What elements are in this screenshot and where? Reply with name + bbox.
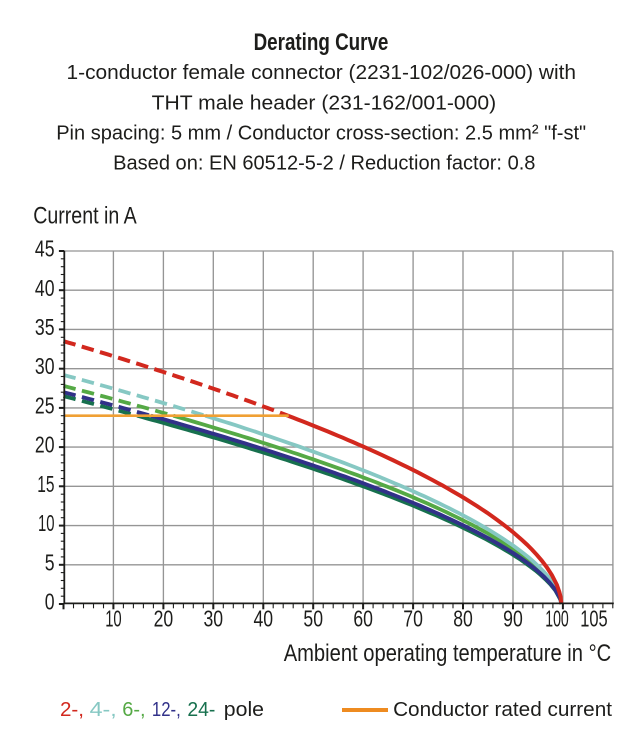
svg-text:70: 70 <box>403 605 423 631</box>
svg-text:4-,: 4-, <box>90 699 117 721</box>
svg-text:Pin spacing: 5 mm / Conductor: Pin spacing: 5 mm / Conductor cross-sect… <box>56 121 586 144</box>
svg-text:24-: 24- <box>187 699 215 721</box>
svg-text:80: 80 <box>453 605 473 631</box>
svg-text:0: 0 <box>45 589 55 615</box>
svg-text:Based on: EN 60512-5-2 / Reduc: Based on: EN 60512-5-2 / Reduction facto… <box>113 152 535 175</box>
svg-text:105: 105 <box>580 605 607 631</box>
svg-text:5: 5 <box>45 549 55 575</box>
svg-text:40: 40 <box>253 605 273 631</box>
svg-text:2-,: 2-, <box>60 699 84 721</box>
svg-text:60: 60 <box>353 605 373 631</box>
svg-text:30: 30 <box>204 605 224 631</box>
svg-text:40: 40 <box>35 275 55 301</box>
svg-text:30: 30 <box>35 353 55 379</box>
svg-text:45: 45 <box>35 236 55 262</box>
svg-text:90: 90 <box>503 605 523 631</box>
svg-text:10: 10 <box>105 605 122 631</box>
svg-text:50: 50 <box>303 605 323 631</box>
svg-text:THT male header (231-162/001-0: THT male header (231-162/001-000) <box>152 92 497 115</box>
svg-text:15: 15 <box>37 471 54 497</box>
svg-text:6-,: 6-, <box>122 699 145 721</box>
svg-text:25: 25 <box>35 392 55 418</box>
svg-text:20: 20 <box>154 605 174 631</box>
svg-text:12-,: 12-, <box>152 699 181 721</box>
svg-text:Current in A: Current in A <box>33 203 137 230</box>
svg-text:pole: pole <box>224 699 264 721</box>
svg-text:100: 100 <box>545 605 569 631</box>
svg-text:20: 20 <box>35 432 55 458</box>
svg-text:1-conductor female connector (: 1-conductor female connector (2231-102/0… <box>67 61 577 84</box>
svg-text:10: 10 <box>38 510 55 536</box>
svg-text:Conductor rated current: Conductor rated current <box>393 699 612 721</box>
svg-text:35: 35 <box>35 314 55 340</box>
svg-text:Ambient operating temperature: Ambient operating temperature in °C <box>284 641 612 667</box>
svg-text:Derating Curve: Derating Curve <box>254 29 389 56</box>
